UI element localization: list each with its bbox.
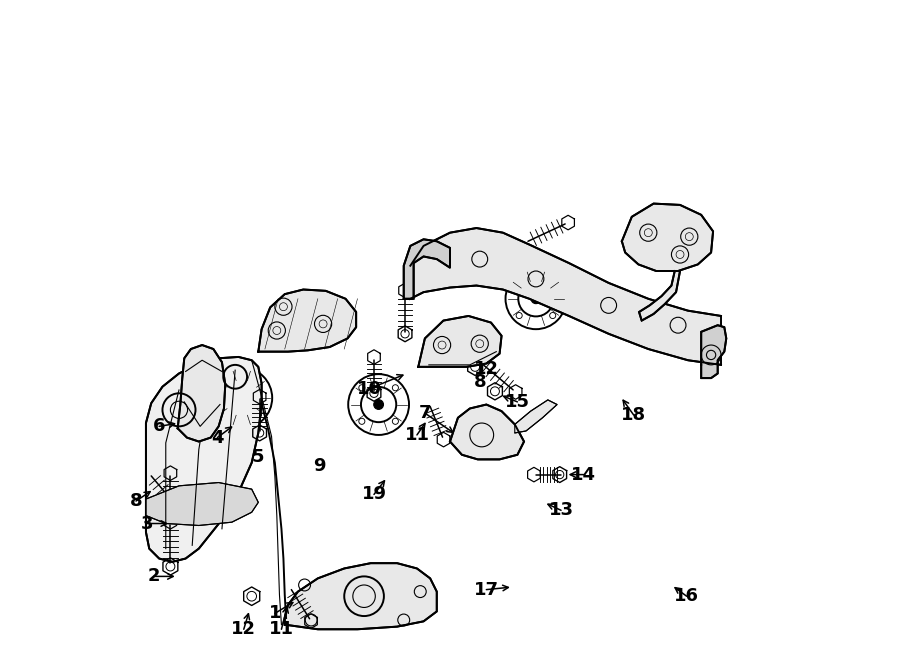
Text: 12: 12	[474, 360, 499, 378]
Text: 17: 17	[474, 580, 499, 599]
Text: 14: 14	[571, 465, 596, 484]
Text: 3: 3	[141, 514, 154, 533]
Polygon shape	[418, 316, 501, 367]
Text: 19: 19	[362, 485, 386, 504]
Circle shape	[531, 294, 541, 303]
Text: 13: 13	[548, 501, 573, 520]
Text: 15: 15	[505, 393, 530, 411]
Polygon shape	[284, 563, 436, 629]
Text: 10: 10	[357, 379, 382, 398]
Text: 2: 2	[148, 567, 160, 586]
Text: 9: 9	[313, 457, 326, 475]
Polygon shape	[639, 271, 680, 321]
Text: 6: 6	[153, 417, 166, 436]
Polygon shape	[258, 290, 356, 352]
Text: 4: 4	[212, 428, 223, 447]
Polygon shape	[410, 228, 721, 365]
Polygon shape	[146, 357, 262, 562]
Polygon shape	[450, 405, 524, 459]
Text: 8: 8	[130, 492, 142, 510]
Text: 1: 1	[268, 604, 281, 623]
Polygon shape	[404, 239, 450, 299]
Text: 11: 11	[269, 620, 294, 639]
Text: 18: 18	[621, 406, 646, 424]
Circle shape	[237, 393, 247, 403]
Text: 12: 12	[231, 620, 256, 639]
Text: 11: 11	[404, 426, 429, 444]
Text: 7: 7	[418, 404, 431, 422]
Text: 5: 5	[252, 448, 265, 467]
Polygon shape	[515, 400, 557, 433]
Text: 8: 8	[473, 373, 486, 391]
Polygon shape	[177, 345, 225, 442]
Circle shape	[374, 400, 383, 409]
Polygon shape	[701, 325, 726, 378]
Text: 16: 16	[674, 587, 699, 605]
Polygon shape	[146, 483, 258, 525]
Polygon shape	[622, 204, 713, 271]
